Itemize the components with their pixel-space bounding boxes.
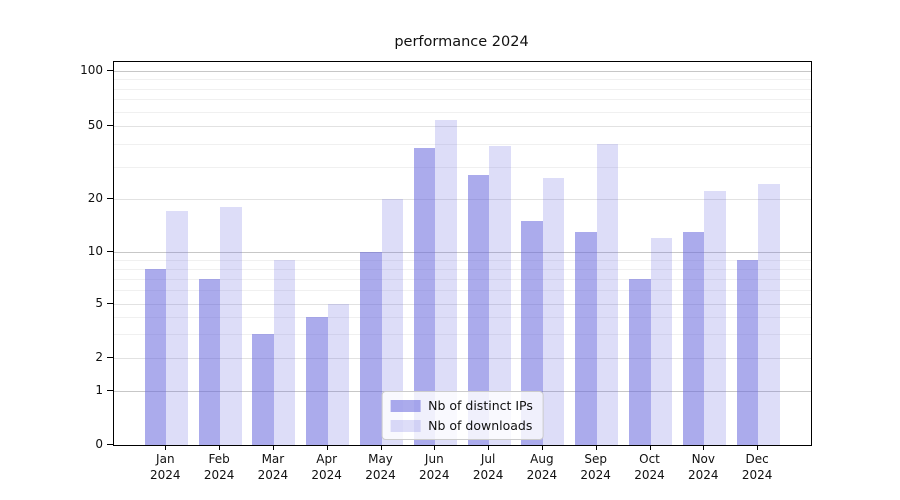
x-tick-mark [757, 445, 759, 450]
gridline [114, 79, 811, 81]
gridline [114, 143, 811, 145]
bar-downloads-jun [435, 119, 457, 445]
y-tick-label: 0 [95, 437, 103, 451]
bar-downloads-nov [704, 191, 726, 445]
gridline [114, 303, 811, 305]
gridline [114, 316, 811, 318]
bar-distinct-ips-feb [198, 278, 221, 445]
y-tick-mark [107, 70, 113, 72]
y-tick-mark [107, 390, 113, 392]
gridline [114, 252, 811, 253]
x-tick-mark [165, 445, 167, 450]
x-tick-label: Sep 2024 [580, 452, 611, 482]
y-tick-mark [107, 251, 113, 253]
bar-downloads-apr [327, 303, 350, 445]
x-tick-label: Dec 2024 [741, 452, 773, 482]
x-tick-mark [434, 445, 436, 450]
x-tick-label: Nov 2024 [688, 452, 719, 482]
x-tick-label: Apr 2024 [311, 452, 342, 482]
gridline [114, 290, 811, 292]
y-tick-mark [107, 197, 113, 199]
bar-downloads-mar [273, 259, 296, 445]
gridline [114, 259, 811, 261]
bar-distinct-ips-sep [575, 231, 597, 445]
bar-distinct-ips-jul [467, 174, 490, 445]
bar-downloads-oct [650, 237, 672, 445]
chart-title: performance 2024 [394, 34, 529, 50]
x-tick-mark [541, 445, 544, 450]
gridline [114, 357, 811, 359]
y-tick-mark [107, 444, 113, 446]
gridline [114, 278, 811, 280]
x-tick-label: Oct 2024 [634, 452, 665, 482]
bar-distinct-ips-aug [521, 220, 543, 445]
y-tick-label: 50 [87, 118, 103, 132]
y-tick-mark [107, 125, 113, 127]
gridline [114, 268, 811, 270]
y-tick-label: 1 [95, 383, 103, 397]
x-tick-mark [649, 445, 651, 450]
y-tick-label: 10 [87, 244, 103, 258]
legend-entry-downloads: Nb of downloads [390, 418, 533, 433]
gridline [114, 111, 811, 113]
gridline [114, 71, 811, 72]
gridline [114, 198, 811, 200]
x-tick-label: Jan 2024 [150, 452, 181, 482]
y-tick-label: 20 [87, 190, 103, 205]
gridline [114, 126, 811, 127]
y-tick-label: 2 [95, 349, 103, 364]
y-tick-mark [107, 302, 113, 304]
gridline [114, 99, 811, 101]
x-tick-label: Jun 2024 [419, 452, 450, 482]
x-tick-label: Mar 2024 [257, 452, 289, 482]
x-tick-label: May 2024 [365, 452, 396, 482]
x-tick-label: Jul 2024 [472, 452, 504, 482]
legend: Nb of distinct IPs Nb of downloads [381, 391, 544, 440]
bar-downloads-feb [220, 206, 242, 445]
y-tick-mark [107, 356, 113, 358]
x-tick-mark [219, 445, 221, 450]
bar-distinct-ips-apr [306, 316, 328, 445]
bar-distinct-ips-may [360, 252, 382, 445]
bar-downloads-jan [166, 211, 188, 445]
bar-distinct-ips-jan [144, 268, 167, 445]
legend-label-downloads: Nb of downloads [428, 418, 533, 433]
y-tick-label: 5 [95, 295, 103, 310]
gridline [114, 166, 811, 168]
x-tick-label: Aug 2024 [526, 452, 558, 482]
x-tick-label: Feb 2024 [203, 452, 235, 482]
x-tick-mark [703, 445, 705, 450]
bar-downloads-jul [489, 145, 511, 445]
bar-downloads-may [381, 198, 403, 445]
bar-distinct-ips-jun [413, 147, 436, 445]
gridline [114, 88, 811, 90]
x-tick-mark [380, 445, 382, 450]
bar-distinct-ips-oct [629, 278, 651, 445]
plot-area: Nb of distinct IPs Nb of downloads [113, 61, 812, 446]
bar-distinct-ips-dec [736, 259, 759, 445]
x-tick-mark [488, 445, 490, 450]
bar-downloads-dec [758, 184, 780, 445]
bar-downloads-aug [542, 177, 565, 445]
x-tick-mark [595, 445, 597, 450]
bar-downloads-sep [596, 143, 619, 445]
x-tick-mark [326, 445, 328, 450]
gridline [114, 333, 811, 335]
legend-swatch-downloads [390, 419, 421, 432]
legend-label-distinct-ips: Nb of distinct IPs [428, 398, 533, 413]
legend-swatch-distinct-ips [390, 399, 421, 412]
y-tick-label: 100 [80, 63, 103, 77]
legend-entry-distinct-ips: Nb of distinct IPs [390, 398, 533, 413]
bar-distinct-ips-mar [252, 333, 274, 445]
x-tick-mark [272, 445, 275, 450]
bar-distinct-ips-nov [682, 231, 705, 445]
